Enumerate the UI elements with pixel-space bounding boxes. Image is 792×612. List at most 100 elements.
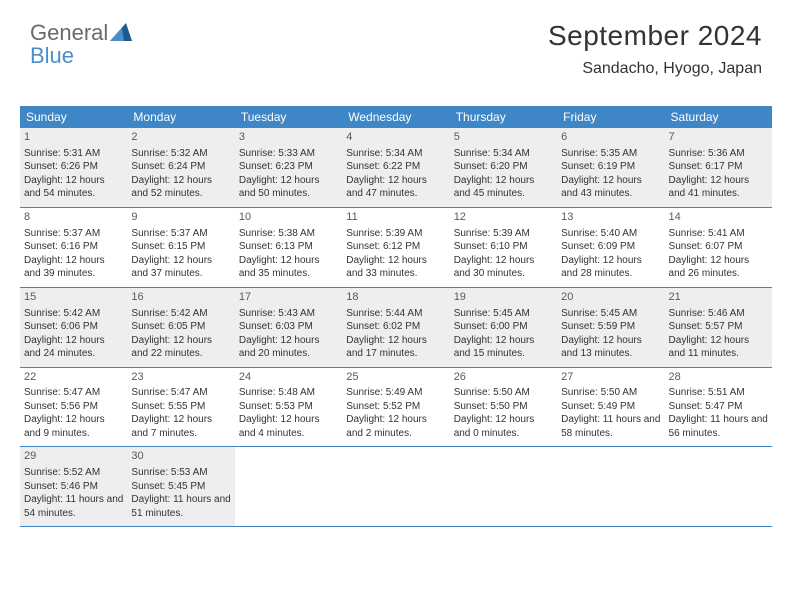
day-cell: 2 Sunrise: 5:32 AMSunset: 6:24 PMDaylight… — [127, 128, 234, 207]
weekday-header: Friday — [557, 106, 664, 128]
location-text: Sandacho, Hyogo, Japan — [548, 60, 762, 78]
day-cell: 24Sunrise: 5:48 AMSunset: 5:53 PMDayligh… — [235, 368, 342, 447]
daylight-line: Daylight: 12 hours and 47 minutes. — [346, 174, 445, 201]
sunset-line: Sunset: 6:00 PM — [454, 320, 553, 334]
weekday-header: Wednesday — [342, 106, 449, 128]
day-cell: 22Sunrise: 5:47 AMSunset: 5:56 PMDayligh… — [20, 368, 127, 447]
sunrise-line: Sunrise: 5:42 AM — [131, 307, 230, 321]
daylight-line: Daylight: 11 hours and 58 minutes. — [561, 413, 660, 440]
day-number: 19 — [454, 290, 553, 305]
day-number: 29 — [24, 449, 123, 464]
sunrise-line: Sunrise: 5:44 AM — [346, 307, 445, 321]
sunrise-line: Sunrise: 5:46 AM — [669, 307, 768, 321]
day-cell: 3 Sunrise: 5:33 AMSunset: 6:23 PMDaylight… — [235, 128, 342, 207]
day-cell: 30Sunrise: 5:53 AMSunset: 5:45 PMDayligh… — [127, 447, 234, 526]
daylight-line: Daylight: 12 hours and 11 minutes. — [669, 334, 768, 361]
sunset-line: Sunset: 6:07 PM — [669, 240, 768, 254]
day-number: 22 — [24, 370, 123, 385]
day-cell: 21Sunrise: 5:46 AMSunset: 5:57 PMDayligh… — [665, 288, 772, 367]
day-number: 16 — [131, 290, 230, 305]
sunrise-line: Sunrise: 5:33 AM — [239, 147, 338, 161]
day-cell: 9Sunrise: 5:37 AMSunset: 6:15 PMDaylight… — [127, 208, 234, 287]
logo: General Blue — [30, 22, 132, 67]
day-number: 8 — [24, 210, 123, 225]
daylight-line: Daylight: 12 hours and 24 minutes. — [24, 334, 123, 361]
day-cell: 25Sunrise: 5:49 AMSunset: 5:52 PMDayligh… — [342, 368, 449, 447]
week-row: 8Sunrise: 5:37 AMSunset: 6:16 PMDaylight… — [20, 208, 772, 288]
day-number: 7 — [669, 130, 768, 145]
day-cell: 23Sunrise: 5:47 AMSunset: 5:55 PMDayligh… — [127, 368, 234, 447]
sunrise-line: Sunrise: 5:45 AM — [454, 307, 553, 321]
daylight-line: Daylight: 11 hours and 54 minutes. — [24, 493, 123, 520]
day-number: 14 — [669, 210, 768, 225]
day-number: 6 — [561, 130, 660, 145]
daylight-line: Daylight: 12 hours and 7 minutes. — [131, 413, 230, 440]
weekday-header: Tuesday — [235, 106, 342, 128]
day-cell: 27Sunrise: 5:50 AMSunset: 5:49 PMDayligh… — [557, 368, 664, 447]
daylight-line: Daylight: 12 hours and 9 minutes. — [24, 413, 123, 440]
sunrise-line: Sunrise: 5:48 AM — [239, 386, 338, 400]
logo-text-2: Blue — [30, 43, 74, 68]
logo-text-1: General — [30, 20, 108, 45]
day-number: 23 — [131, 370, 230, 385]
sunrise-line: Sunrise: 5:50 AM — [454, 386, 553, 400]
sunrise-line: Sunrise: 5:36 AM — [669, 147, 768, 161]
sunset-line: Sunset: 5:56 PM — [24, 400, 123, 414]
daylight-line: Daylight: 12 hours and 17 minutes. — [346, 334, 445, 361]
day-cell: 17Sunrise: 5:43 AMSunset: 6:03 PMDayligh… — [235, 288, 342, 367]
sunrise-line: Sunrise: 5:49 AM — [346, 386, 445, 400]
sunset-line: Sunset: 5:59 PM — [561, 320, 660, 334]
daylight-line: Daylight: 12 hours and 50 minutes. — [239, 174, 338, 201]
day-cell — [342, 447, 449, 526]
sunrise-line: Sunrise: 5:52 AM — [24, 466, 123, 480]
sunset-line: Sunset: 6:23 PM — [239, 160, 338, 174]
sunset-line: Sunset: 5:57 PM — [669, 320, 768, 334]
daylight-line: Daylight: 12 hours and 37 minutes. — [131, 254, 230, 281]
day-cell — [235, 447, 342, 526]
sunset-line: Sunset: 6:05 PM — [131, 320, 230, 334]
title-block: September 2024 Sandacho, Hyogo, Japan — [548, 20, 762, 78]
sunset-line: Sunset: 6:24 PM — [131, 160, 230, 174]
week-row: 22Sunrise: 5:47 AMSunset: 5:56 PMDayligh… — [20, 368, 772, 448]
sunset-line: Sunset: 6:13 PM — [239, 240, 338, 254]
daylight-line: Daylight: 12 hours and 39 minutes. — [24, 254, 123, 281]
day-cell: 28Sunrise: 5:51 AMSunset: 5:47 PMDayligh… — [665, 368, 772, 447]
daylight-line: Daylight: 11 hours and 56 minutes. — [669, 413, 768, 440]
day-cell: 8Sunrise: 5:37 AMSunset: 6:16 PMDaylight… — [20, 208, 127, 287]
daylight-line: Daylight: 12 hours and 33 minutes. — [346, 254, 445, 281]
day-number: 2 — [131, 130, 230, 145]
sunrise-line: Sunrise: 5:51 AM — [669, 386, 768, 400]
sunrise-line: Sunrise: 5:34 AM — [346, 147, 445, 161]
weekday-header: Monday — [127, 106, 234, 128]
sunrise-line: Sunrise: 5:47 AM — [24, 386, 123, 400]
daylight-line: Daylight: 12 hours and 26 minutes. — [669, 254, 768, 281]
day-number: 25 — [346, 370, 445, 385]
sunset-line: Sunset: 6:16 PM — [24, 240, 123, 254]
daylight-line: Daylight: 12 hours and 52 minutes. — [131, 174, 230, 201]
day-number: 20 — [561, 290, 660, 305]
sunrise-line: Sunrise: 5:32 AM — [131, 147, 230, 161]
day-cell: 26Sunrise: 5:50 AMSunset: 5:50 PMDayligh… — [450, 368, 557, 447]
day-number: 28 — [669, 370, 768, 385]
day-number: 15 — [24, 290, 123, 305]
daylight-line: Daylight: 12 hours and 13 minutes. — [561, 334, 660, 361]
daylight-line: Daylight: 12 hours and 35 minutes. — [239, 254, 338, 281]
daylight-line: Daylight: 12 hours and 54 minutes. — [24, 174, 123, 201]
day-number: 11 — [346, 210, 445, 225]
day-cell: 4Sunrise: 5:34 AMSunset: 6:22 PMDaylight… — [342, 128, 449, 207]
sunset-line: Sunset: 6:20 PM — [454, 160, 553, 174]
day-cell: 11Sunrise: 5:39 AMSunset: 6:12 PMDayligh… — [342, 208, 449, 287]
daylight-line: Daylight: 12 hours and 41 minutes. — [669, 174, 768, 201]
page-title: September 2024 — [548, 20, 762, 52]
weekday-header-row: SundayMondayTuesdayWednesdayThursdayFrid… — [20, 106, 772, 128]
daylight-line: Daylight: 12 hours and 28 minutes. — [561, 254, 660, 281]
daylight-line: Daylight: 11 hours and 51 minutes. — [131, 493, 230, 520]
day-number: 3 — [239, 130, 338, 145]
sunset-line: Sunset: 5:46 PM — [24, 480, 123, 494]
day-number: 9 — [131, 210, 230, 225]
sunset-line: Sunset: 6:03 PM — [239, 320, 338, 334]
daylight-line: Daylight: 12 hours and 4 minutes. — [239, 413, 338, 440]
day-number: 13 — [561, 210, 660, 225]
logo-sail-icon — [110, 23, 132, 45]
sunrise-line: Sunrise: 5:34 AM — [454, 147, 553, 161]
